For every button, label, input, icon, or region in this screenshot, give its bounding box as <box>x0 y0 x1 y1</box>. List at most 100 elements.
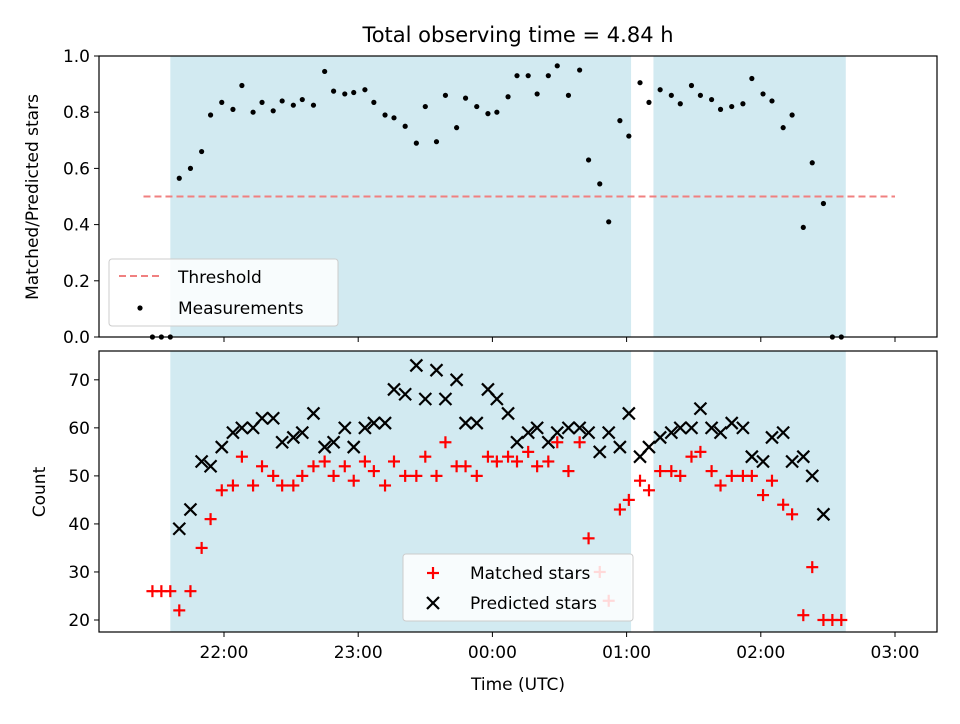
y-tick-label: 70 <box>68 371 90 391</box>
matched-star-point <box>410 469 423 482</box>
predicted-star-point <box>275 435 289 450</box>
matched-star-point <box>439 436 452 449</box>
measurement-point <box>342 91 348 97</box>
matched-star-point <box>562 465 575 478</box>
measurement-point <box>577 67 583 73</box>
y-tick-label: 60 <box>68 419 90 439</box>
measurement-point <box>219 99 225 105</box>
predicted-star-point <box>673 421 688 435</box>
predicted-star-point <box>756 454 770 469</box>
predicted-star-point <box>295 425 310 440</box>
measurement-point <box>740 101 746 107</box>
predicted-star-point <box>592 445 607 459</box>
predicted-star-point <box>653 430 667 445</box>
predicted-star-point <box>387 382 401 397</box>
bottom-observing-windows <box>170 351 846 632</box>
measurement-point <box>525 73 531 79</box>
measurement-point <box>362 87 368 93</box>
matched-star-point <box>459 460 472 473</box>
x-tick-label: 00:00 <box>468 643 517 663</box>
predicted-star-point <box>510 435 524 450</box>
measurement-point <box>279 98 285 104</box>
measurement-point <box>697 92 704 98</box>
predicted-star-point <box>306 406 321 421</box>
x-tick-label: 22:00 <box>200 643 249 663</box>
matched-star-point <box>705 465 718 478</box>
measurement-point <box>442 92 449 98</box>
matched-star-point <box>226 479 239 492</box>
y-tick-label: 1.0 <box>63 47 90 67</box>
measurement-point <box>717 106 724 112</box>
matched-star-point <box>573 436 586 449</box>
measurement-point <box>176 175 182 181</box>
bottom-y-axis-label: Count <box>30 466 50 517</box>
bottom-legend: Matched stars Predicted stars <box>402 553 634 622</box>
predicted-star-point <box>684 421 699 435</box>
predicted-star-point <box>235 421 249 435</box>
matched-star-point <box>367 465 380 478</box>
observing-window <box>653 351 846 632</box>
legend-measurements-label: Measurements <box>178 299 304 319</box>
predicted-star-point <box>418 392 433 406</box>
matched-star-point <box>387 455 400 468</box>
matched-star-point <box>665 465 678 478</box>
measurement-point <box>565 92 572 98</box>
matched-star-point <box>247 479 260 492</box>
measurement-point <box>310 102 317 108</box>
predicted-star-point <box>438 392 453 406</box>
matched-star-point <box>204 513 217 526</box>
predicted-star-point <box>613 440 627 454</box>
matched-star-point <box>470 469 483 482</box>
predicted-star-point <box>736 421 750 435</box>
measurement-point <box>637 80 643 86</box>
matched-star-point <box>490 455 503 468</box>
measurement-point <box>413 140 419 146</box>
matched-star-point <box>195 541 208 554</box>
matched-star-point <box>642 484 655 497</box>
measurement-point <box>780 125 786 131</box>
predicted-star-point <box>286 430 301 445</box>
measurement-point <box>617 118 623 124</box>
matched-star-point <box>184 585 197 598</box>
matched-star-point <box>835 613 848 626</box>
predicted-star-point <box>816 507 831 522</box>
measurement-point <box>800 224 806 231</box>
measurement-point <box>657 87 663 93</box>
top-panel: 0.0 0.2 0.4 0.6 0.8 1.0 Matched/Predicted sta… <box>23 47 938 348</box>
predicted-star-point <box>765 430 779 445</box>
predicted-star-point <box>449 373 464 387</box>
predicted-star-point <box>796 449 811 464</box>
legend-threshold-label: Threshold <box>177 268 262 288</box>
matched-star-point <box>276 479 289 492</box>
x-tick-label: 23:00 <box>334 643 383 663</box>
measurement-point <box>760 91 766 97</box>
top-legend-box <box>108 258 339 327</box>
measurement-point <box>554 63 560 69</box>
matched-star-point <box>358 455 371 468</box>
predicted-star-point <box>642 440 656 454</box>
matched-star-point <box>777 498 790 511</box>
measurement-point <box>677 101 683 107</box>
matched-star-point <box>757 489 770 502</box>
matched-star-point <box>379 479 392 492</box>
predicted-star-point <box>214 440 229 454</box>
measurement-point <box>462 95 469 101</box>
predicted-star-point <box>664 425 679 440</box>
measurement-point <box>239 82 245 89</box>
bottom-plot-frame <box>98 350 938 633</box>
predicted-star-point <box>358 421 372 435</box>
measurement-point <box>545 73 551 79</box>
matched-star-point <box>481 450 494 463</box>
predicted-star-point <box>622 406 636 421</box>
matched-star-point <box>531 460 544 473</box>
measurement-point <box>809 160 815 166</box>
legend-predicted-label: Predicted stars <box>470 594 597 614</box>
measurement-point <box>207 112 214 118</box>
matched-star-point <box>613 503 626 516</box>
measurement-point <box>259 99 265 105</box>
measurement-point <box>299 96 305 103</box>
predicted-star-point <box>572 421 587 435</box>
matched-star-point <box>502 450 515 463</box>
measurement-point <box>330 88 337 94</box>
measurement-point <box>270 108 276 114</box>
